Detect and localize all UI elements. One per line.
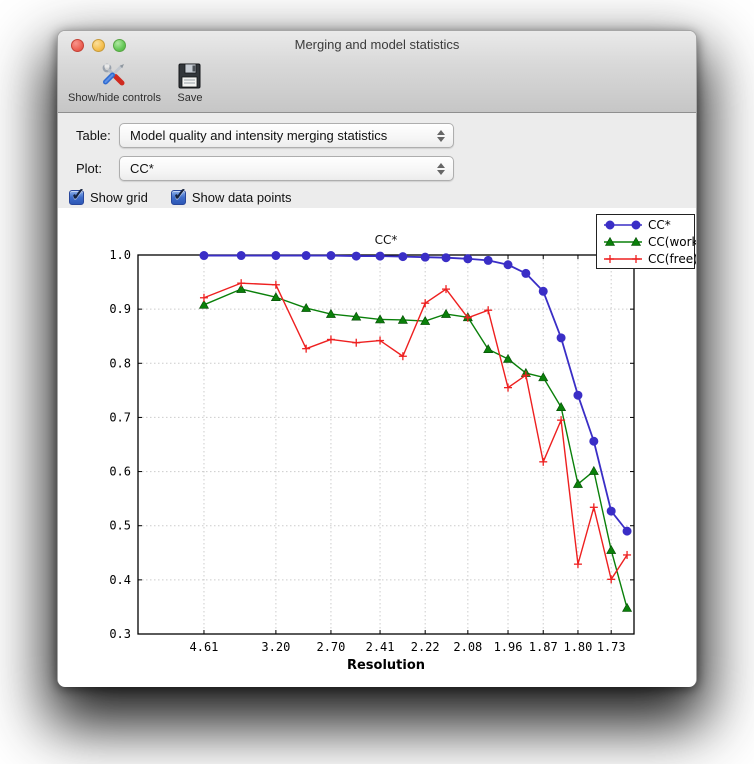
save-label: Save [177,92,203,104]
popup-stepper-icon [436,128,446,145]
svg-text:CC(free): CC(free) [648,252,696,266]
svg-text:CC*: CC* [375,233,398,247]
popup-stepper-icon [436,161,446,178]
show-data-points-group: ✓ Show data points [170,185,292,205]
svg-text:2.08: 2.08 [453,640,482,654]
show-hide-controls-label: Show/hide controls [68,92,161,104]
window-title: Merging and model statistics [294,37,460,52]
checkmark-icon: ✓ [71,184,86,204]
svg-text:2.70: 2.70 [316,640,345,654]
chart-legend: CC* CC(work) CC(free) [596,214,696,269]
tools-icon [103,63,125,86]
svg-text:0.4: 0.4 [109,573,131,587]
controls-panel: Table: Model quality and intensity mergi… [58,113,696,208]
window-chrome: Merging and model statistics Show/hide c [58,31,696,113]
chart-svg[interactable]: 1.0 0.9 0.8 0.7 0.6 0.5 0.4 0.3 4.61 3.20 2.70 2.41… [58,208,696,687]
show-hide-controls-button[interactable]: Show/hide controls [68,61,161,104]
checkbox-row: ✓ Show grid ✓ Show data points [69,185,696,206]
show-grid-group: ✓ Show grid [69,185,148,205]
svg-text:0.3: 0.3 [109,627,131,641]
svg-text:Resolution: Resolution [347,658,425,673]
svg-text:CC*: CC* [648,218,671,232]
svg-text:1.87: 1.87 [529,640,558,654]
traffic-lights [71,39,126,52]
zoom-button[interactable] [113,39,126,52]
svg-text:2.22: 2.22 [411,640,440,654]
toolbar: Show/hide controls Save [58,59,696,113]
svg-text:0.5: 0.5 [109,519,131,533]
figure-area: 1.0 0.9 0.8 0.7 0.6 0.5 0.4 0.3 4.61 3.20 2.70 2.41… [58,208,696,687]
show-grid-checkbox[interactable]: ✓ [69,185,85,205]
svg-text:1.0: 1.0 [109,248,131,262]
app-window: Merging and model statistics Show/hide c [57,30,697,687]
table-popup[interactable]: Model quality and intensity merging stat… [119,122,454,148]
svg-text:0.8: 0.8 [109,356,131,370]
table-popup-value: Model quality and intensity merging stat… [130,127,388,143]
svg-text:1.73: 1.73 [597,640,626,654]
floppy-disk-icon [178,63,201,89]
plot-row: Plot: CC* [76,155,696,181]
plot-popup[interactable]: CC* [119,155,454,181]
show-grid-label: Show grid [90,189,148,205]
svg-text:4.61: 4.61 [190,640,219,654]
checkmark-icon: ✓ [172,184,188,204]
plot-label: Plot: [76,160,103,176]
titlebar[interactable]: Merging and model statistics [58,31,696,59]
show-data-points-label: Show data points [191,189,292,205]
svg-text:CC(work): CC(work) [648,235,696,249]
svg-text:0.9: 0.9 [109,302,131,316]
show-data-points-checkbox[interactable]: ✓ [170,185,187,205]
minimize-button[interactable] [92,39,105,52]
svg-text:1.80: 1.80 [563,640,592,654]
close-button[interactable] [71,39,84,52]
svg-text:2.41: 2.41 [366,640,395,654]
svg-text:0.7: 0.7 [109,410,131,424]
svg-text:3.20: 3.20 [261,640,290,654]
svg-text:0.6: 0.6 [109,465,131,479]
table-label: Table: [76,127,111,143]
plot-popup-value: CC* [130,160,154,176]
save-button[interactable]: Save [175,61,205,104]
svg-text:1.96: 1.96 [494,640,523,654]
table-row: Table: Model quality and intensity mergi… [76,122,696,148]
